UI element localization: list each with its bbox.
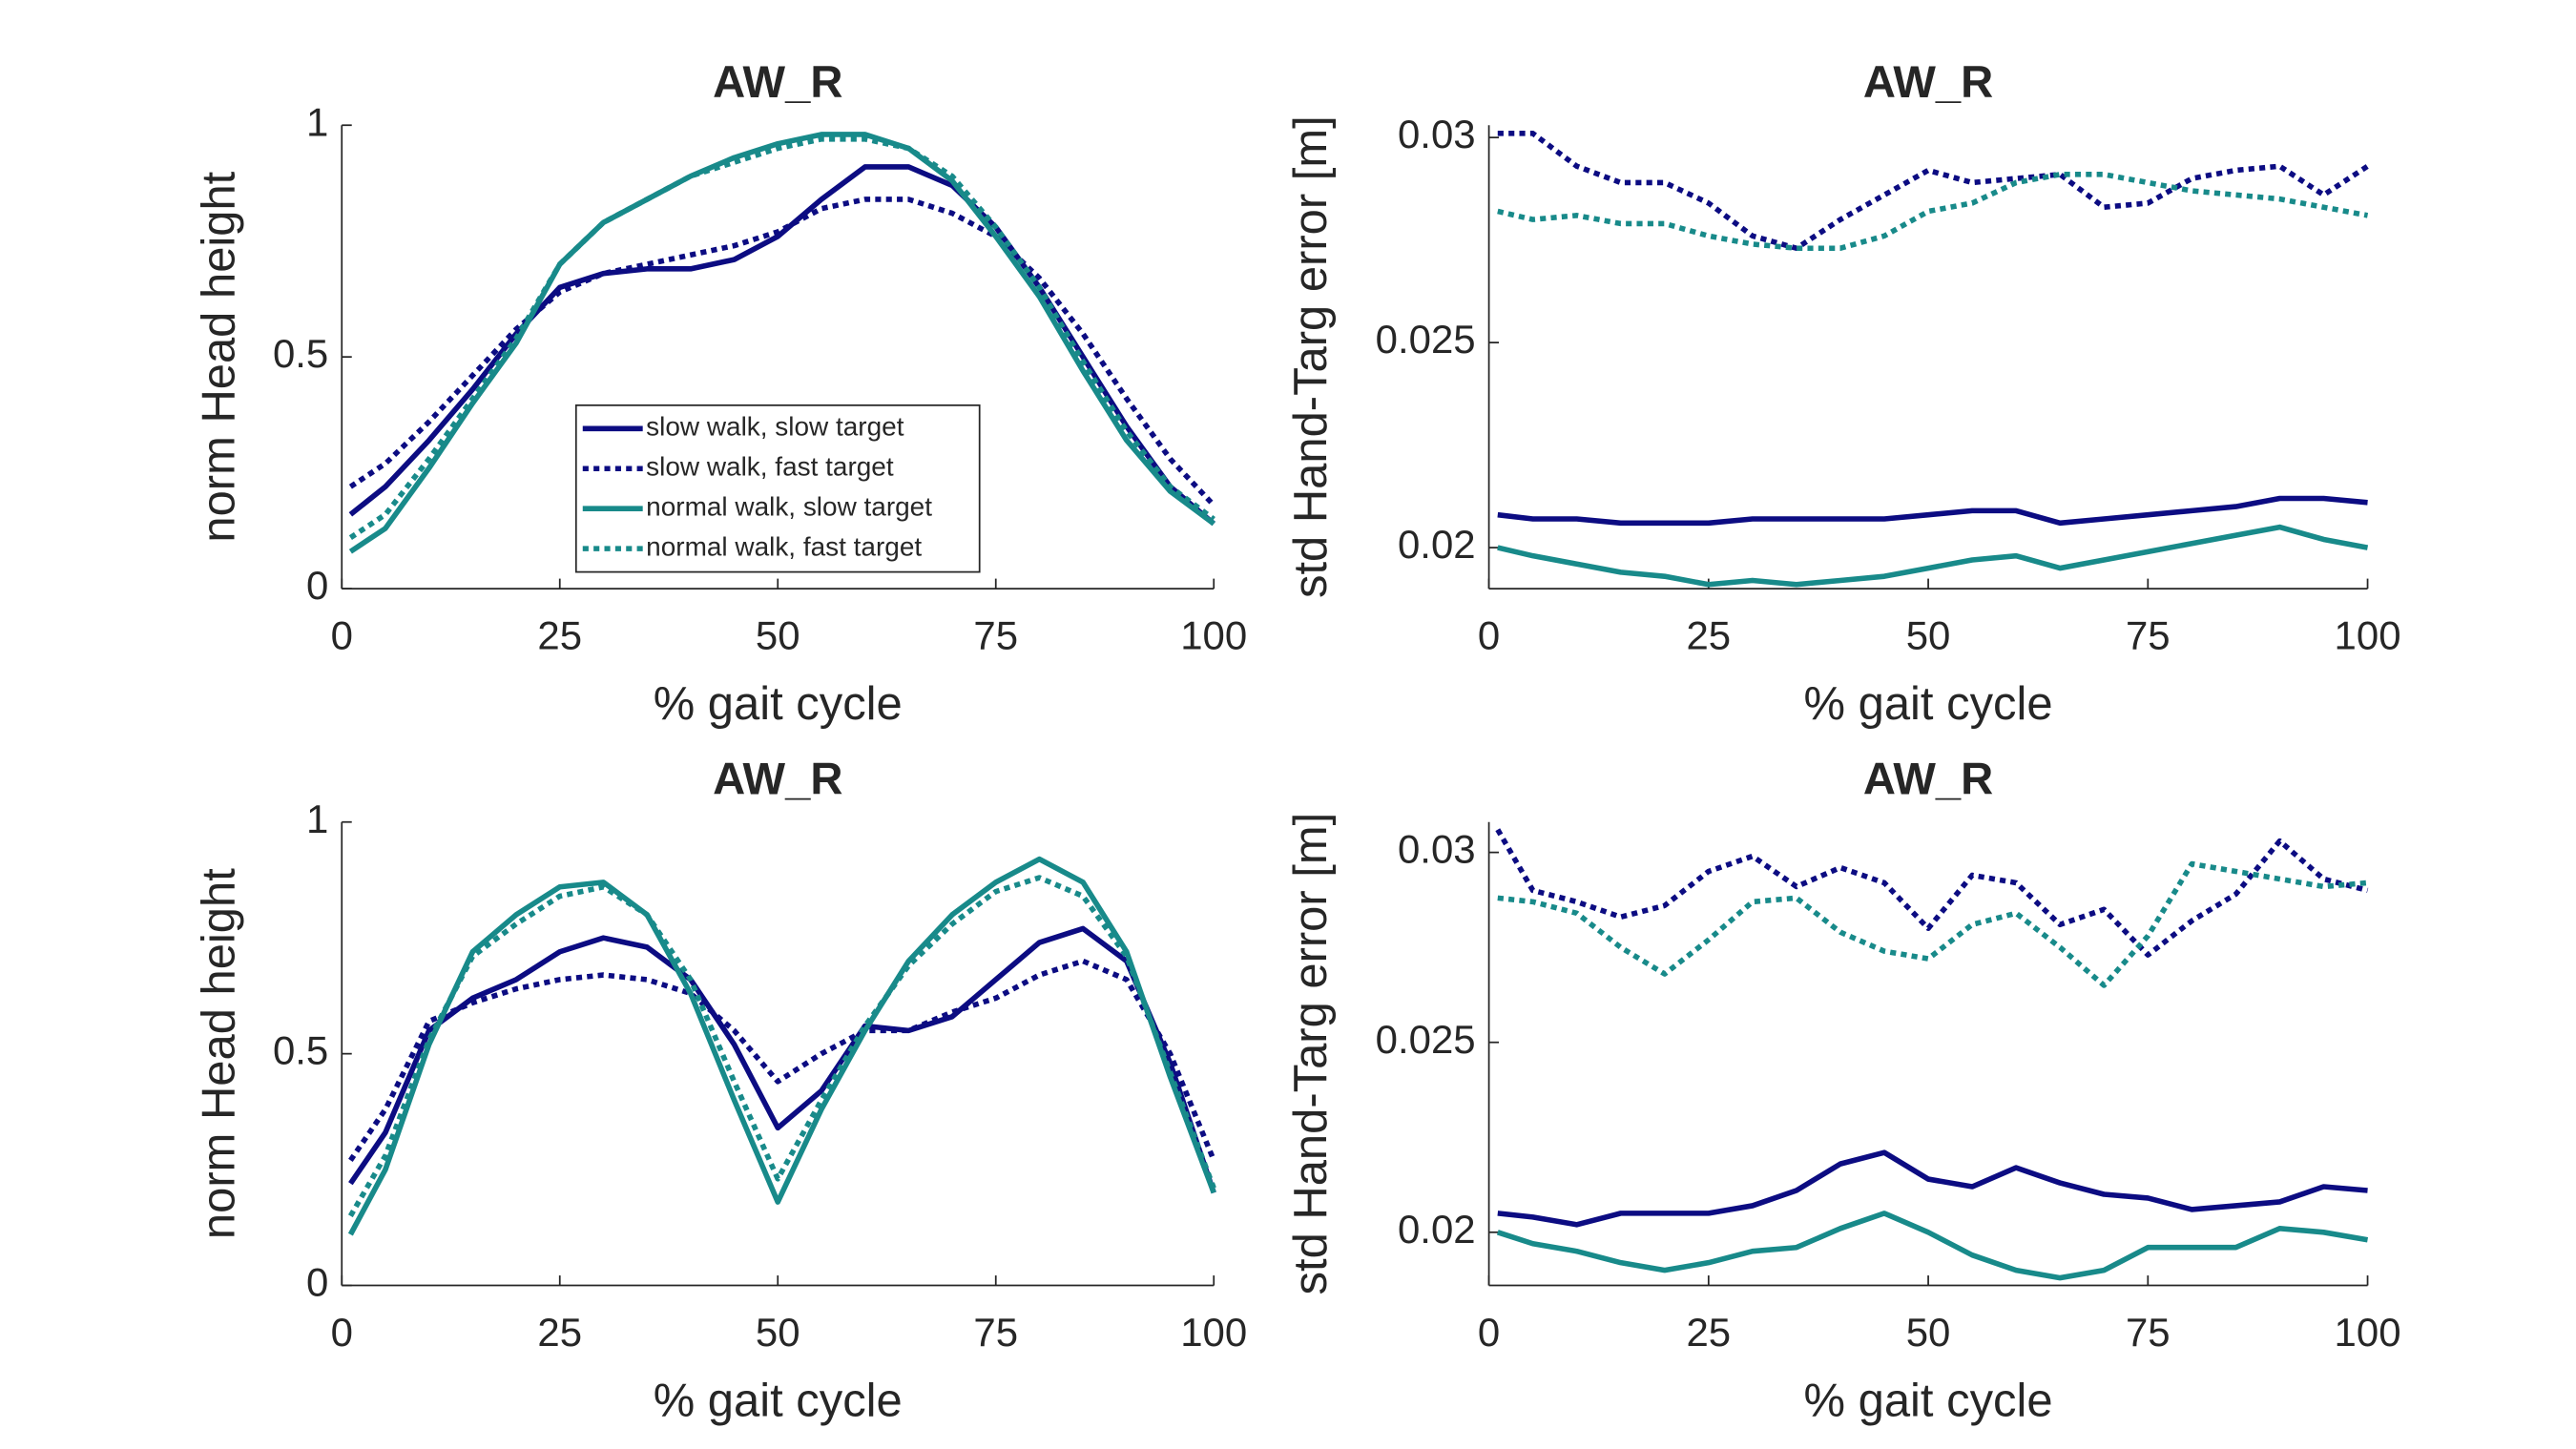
x-tick-label: 50 (1906, 613, 1951, 658)
x-tick-label: 25 (1686, 613, 1731, 658)
series-line (1496, 1211, 2369, 1281)
x-axis-label: % gait cycle (1804, 1376, 2053, 1427)
series-line (1497, 131, 2370, 252)
series-line (348, 925, 1216, 1194)
legend-label: normal walk, fast target (646, 532, 922, 562)
series-line (348, 197, 1216, 507)
y-tick-label: 0.025 (1376, 1017, 1476, 1062)
series-line (1497, 495, 2368, 527)
y-tick-label: 0.5 (273, 1028, 328, 1073)
y-tick-label: 0.025 (1376, 317, 1476, 362)
y-tick-label: 0 (306, 563, 328, 608)
x-tick-label: 50 (756, 1310, 800, 1355)
series-line (1497, 1149, 2368, 1228)
y-axis-label: norm Head height (193, 171, 244, 542)
y-tick-label: 1 (306, 797, 328, 841)
legend-label: slow walk, fast target (646, 452, 894, 482)
x-tick-label: 75 (973, 613, 1018, 658)
x-tick-label: 0 (1478, 1310, 1500, 1355)
series-line (348, 136, 1215, 540)
x-tick-label: 100 (1180, 1310, 1247, 1355)
x-tick-label: 75 (2126, 613, 2171, 658)
x-axis-label: % gait cycle (654, 678, 903, 730)
y-tick-label: 0.03 (1398, 112, 1476, 156)
legend-box (574, 404, 981, 573)
x-tick-label: 100 (1180, 613, 1247, 658)
series-line (1497, 524, 2369, 588)
y-axis-label: norm Head height (193, 868, 244, 1239)
legend: slow walk, slow target slow walk, fast ta… (574, 404, 981, 573)
legend-label: slow walk, slow target (646, 412, 904, 442)
y-tick-label: 0.02 (1398, 522, 1476, 567)
x-tick-label: 0 (1478, 613, 1500, 658)
series-line (1497, 860, 2368, 988)
x-tick-label: 50 (756, 613, 800, 658)
y-axis-label: std Hand-Targ error [m] (1285, 115, 1337, 598)
series-line (347, 875, 1216, 1218)
x-tick-label: 75 (2126, 1310, 2171, 1355)
x-axis-label: % gait cycle (1804, 678, 2053, 730)
y-tick-label: 0.03 (1398, 827, 1476, 872)
y-tick-label: 1 (306, 99, 328, 144)
y-tick-label: 0.5 (273, 331, 328, 376)
chart-title: AW_R (1863, 56, 1993, 107)
chart-title: AW_R (713, 56, 842, 107)
x-tick-label: 0 (331, 613, 353, 658)
series-line (347, 856, 1216, 1236)
series-line (1497, 172, 2369, 252)
x-tick-label: 75 (973, 1310, 1018, 1355)
x-tick-label: 50 (1906, 1310, 1951, 1355)
x-tick-label: 100 (2335, 613, 2401, 658)
chart-title: AW_R (1863, 753, 1993, 803)
x-axis-label: % gait cycle (654, 1376, 903, 1427)
series-line (348, 132, 1215, 554)
x-tick-label: 100 (2335, 1310, 2401, 1355)
x-tick-label: 25 (537, 613, 582, 658)
chart-title: AW_R (713, 753, 842, 803)
series-line (1495, 828, 2369, 958)
y-tick-label: 0.02 (1398, 1207, 1476, 1252)
series-line (348, 958, 1216, 1162)
x-tick-label: 0 (331, 1310, 353, 1355)
y-axis-label: std Hand-Targ error [m] (1285, 813, 1337, 1295)
y-tick-label: 0 (306, 1260, 328, 1305)
x-tick-label: 25 (537, 1310, 582, 1355)
legend-label: normal walk, slow target (646, 492, 932, 522)
x-tick-label: 25 (1686, 1310, 1731, 1355)
